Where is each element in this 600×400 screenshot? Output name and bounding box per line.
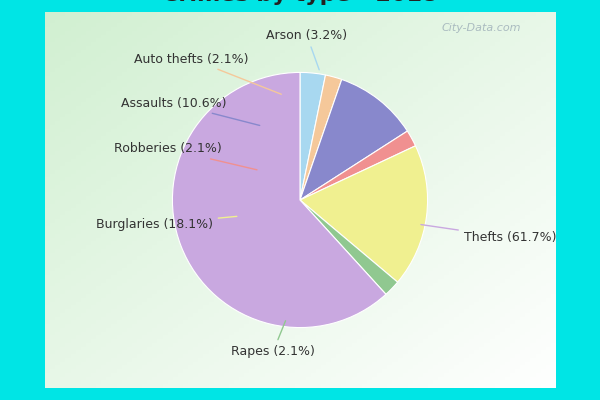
Wedge shape — [300, 200, 398, 294]
Wedge shape — [300, 80, 407, 200]
Text: Arson (3.2%): Arson (3.2%) — [266, 28, 347, 70]
Text: City-Data.com: City-Data.com — [442, 23, 521, 33]
Wedge shape — [300, 75, 342, 200]
Text: Auto thefts (2.1%): Auto thefts (2.1%) — [134, 52, 281, 94]
Text: Assaults (10.6%): Assaults (10.6%) — [121, 97, 260, 126]
Title: Crimes by type - 2018: Crimes by type - 2018 — [162, 0, 438, 5]
Wedge shape — [172, 72, 386, 328]
Text: Burglaries (18.1%): Burglaries (18.1%) — [96, 216, 237, 231]
Text: Robberies (2.1%): Robberies (2.1%) — [115, 142, 257, 170]
Text: Rapes (2.1%): Rapes (2.1%) — [231, 321, 315, 358]
Wedge shape — [300, 131, 415, 200]
Wedge shape — [300, 146, 428, 282]
Text: Thefts (61.7%): Thefts (61.7%) — [421, 224, 556, 244]
Wedge shape — [300, 72, 326, 200]
